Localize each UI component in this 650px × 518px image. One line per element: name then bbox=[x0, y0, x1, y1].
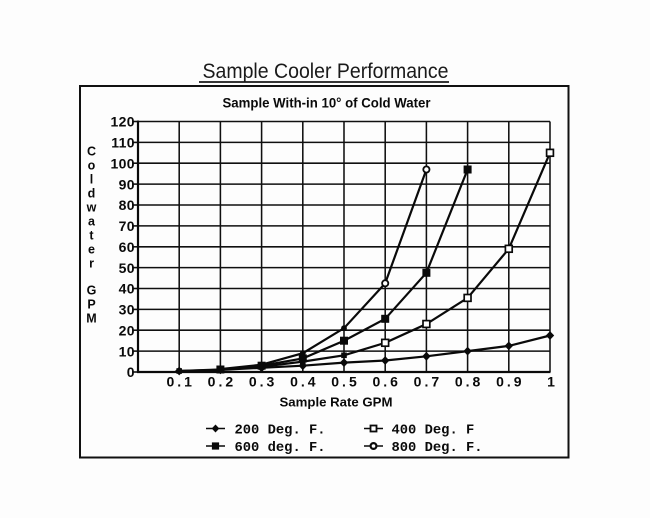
svg-text:0.7: 0.7 bbox=[414, 374, 442, 390]
svg-text:0.3: 0.3 bbox=[249, 374, 277, 390]
svg-text:Sample Cooler Performance: Sample Cooler Performance bbox=[203, 60, 449, 83]
svg-text:100: 100 bbox=[111, 155, 135, 171]
svg-text:400 Deg. F: 400 Deg. F bbox=[392, 424, 475, 439]
svg-text:t: t bbox=[89, 229, 94, 243]
svg-text:d: d bbox=[88, 187, 96, 201]
svg-text:Sample With-in 10° of Cold Wat: Sample With-in 10° of Cold Water bbox=[223, 95, 432, 110]
svg-text:1: 1 bbox=[547, 374, 558, 390]
svg-text:110: 110 bbox=[111, 135, 135, 151]
svg-text:10: 10 bbox=[119, 343, 135, 359]
svg-text:o: o bbox=[88, 159, 96, 173]
svg-text:50: 50 bbox=[119, 260, 135, 276]
svg-text:0.5: 0.5 bbox=[331, 374, 359, 390]
svg-text:20: 20 bbox=[119, 322, 135, 338]
svg-text:600 deg. F.: 600 deg. F. bbox=[235, 440, 326, 456]
svg-text:0.8: 0.8 bbox=[455, 374, 483, 390]
svg-text:70: 70 bbox=[119, 218, 135, 234]
svg-text:0: 0 bbox=[127, 364, 135, 380]
svg-text:G: G bbox=[87, 284, 97, 298]
svg-text:e: e bbox=[88, 243, 95, 257]
svg-text:80: 80 bbox=[119, 197, 135, 213]
svg-text:90: 90 bbox=[119, 176, 135, 192]
svg-text:P: P bbox=[87, 298, 95, 312]
svg-text:200 Deg. F.: 200 Deg. F. bbox=[235, 424, 326, 439]
svg-text:0.6: 0.6 bbox=[372, 374, 400, 390]
svg-text:0.1: 0.1 bbox=[166, 374, 194, 390]
svg-text:40: 40 bbox=[119, 281, 135, 297]
svg-text:120: 120 bbox=[111, 114, 135, 130]
svg-text:a: a bbox=[88, 215, 96, 229]
svg-text:0.9: 0.9 bbox=[496, 374, 524, 390]
svg-text:C: C bbox=[87, 145, 96, 159]
svg-text:0.2: 0.2 bbox=[208, 374, 236, 390]
svg-text:l: l bbox=[90, 173, 93, 187]
svg-text:Sample Rate GPM: Sample Rate GPM bbox=[280, 394, 393, 409]
svg-text:60: 60 bbox=[119, 239, 135, 255]
svg-text:M: M bbox=[86, 312, 96, 326]
svg-text:30: 30 bbox=[119, 302, 135, 318]
svg-text:800 Deg. F.: 800 Deg. F. bbox=[392, 441, 483, 456]
svg-text:w: w bbox=[86, 201, 97, 215]
svg-text:0.4: 0.4 bbox=[290, 374, 318, 390]
svg-text:r: r bbox=[89, 257, 94, 271]
